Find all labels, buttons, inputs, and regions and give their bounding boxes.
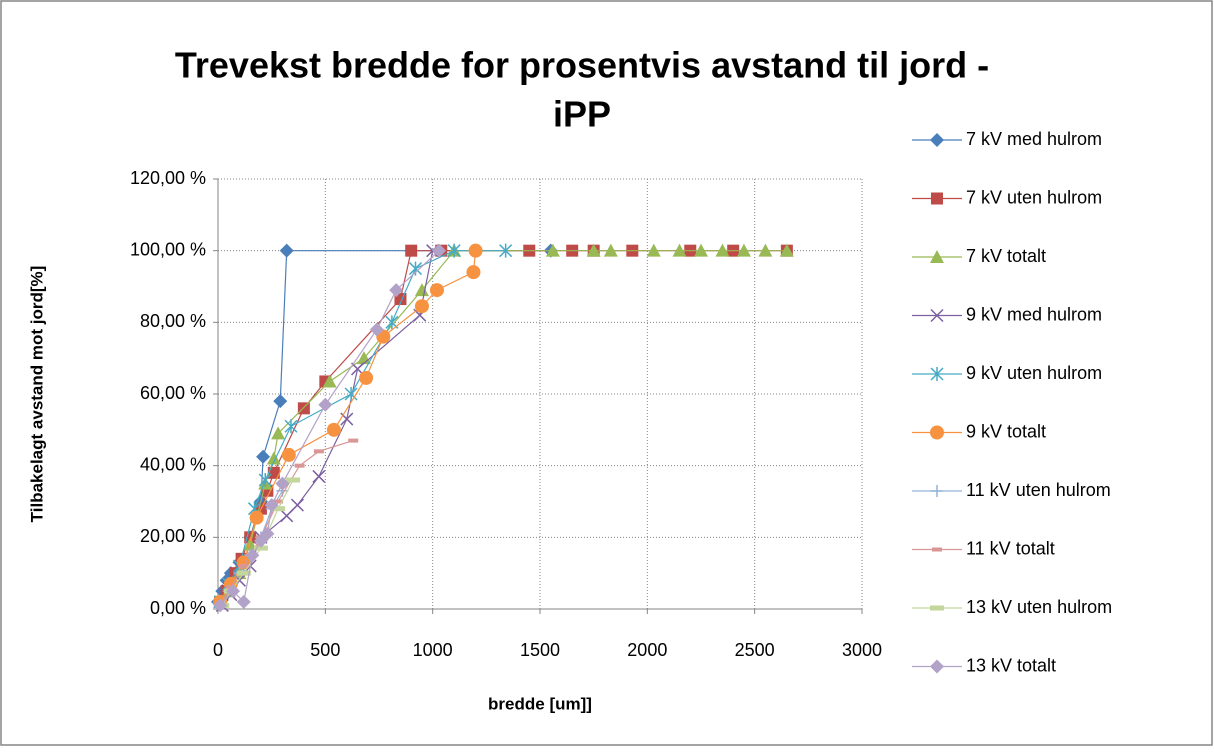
data-point xyxy=(694,243,708,257)
x-tick-label: 3000 xyxy=(842,640,882,660)
chart-title: Trevekst bredde for prosentvis avstand t… xyxy=(175,45,989,86)
data-point xyxy=(297,402,310,415)
legend-marker xyxy=(930,133,944,147)
y-axis-label: Tilbakelagt avstand mot jord[%] xyxy=(27,266,46,523)
data-point xyxy=(344,387,358,401)
data-point xyxy=(586,243,601,257)
data-point xyxy=(273,394,288,409)
data-point xyxy=(266,451,281,465)
data-point xyxy=(271,426,286,440)
data-point xyxy=(236,594,251,609)
legend-label: 11 kV totalt xyxy=(966,538,1055,558)
data-point xyxy=(322,374,337,388)
data-point xyxy=(603,243,618,257)
data-point xyxy=(271,506,286,512)
data-point xyxy=(429,283,444,298)
legend-marker xyxy=(931,485,943,497)
x-tick-label: 1000 xyxy=(413,640,453,660)
legend-marker xyxy=(932,547,942,552)
data-point xyxy=(414,283,429,297)
data-point xyxy=(348,438,359,443)
data-point xyxy=(779,243,794,257)
data-point xyxy=(273,499,284,504)
data-point xyxy=(253,545,268,551)
x-tick-label: 2500 xyxy=(735,640,775,660)
data-point xyxy=(275,476,290,491)
data-point xyxy=(326,422,341,437)
legend-label: 9 kV totalt xyxy=(966,421,1046,441)
legend-label: 9 kV med hulrom xyxy=(966,304,1102,324)
data-point xyxy=(249,510,264,525)
data-point xyxy=(389,283,404,298)
y-tick-label: 0,00 % xyxy=(150,598,206,618)
x-tick-label: 0 xyxy=(213,640,223,660)
legend-label: 7 kV med hulrom xyxy=(966,129,1102,149)
legend-marker xyxy=(930,605,944,611)
x-tick-label: 2000 xyxy=(627,640,667,660)
data-point xyxy=(258,473,272,487)
data-point xyxy=(447,243,461,258)
data-point xyxy=(432,243,447,258)
data-point xyxy=(226,584,241,599)
data-point xyxy=(468,243,483,258)
data-point xyxy=(318,397,333,412)
data-point xyxy=(313,449,324,454)
data-point xyxy=(260,526,275,541)
data-point xyxy=(499,243,513,258)
data-point xyxy=(290,498,304,512)
data-point xyxy=(312,469,326,483)
data-point xyxy=(281,447,296,462)
legend-label: 11 kV uten hulrom xyxy=(966,480,1111,500)
data-point xyxy=(256,449,271,464)
legend-label: 7 kV uten hulrom xyxy=(966,187,1102,207)
data-point xyxy=(243,537,258,551)
data-point xyxy=(545,243,560,257)
x-tick-label: 1500 xyxy=(520,640,560,660)
y-tick-label: 60,00 % xyxy=(140,383,206,403)
data-point xyxy=(466,265,481,280)
legend-marker xyxy=(930,308,944,323)
x-axis-label: bredde [um]] xyxy=(488,694,592,713)
data-point xyxy=(414,299,429,314)
data-point xyxy=(715,243,730,257)
data-point xyxy=(369,322,384,337)
legend-marker xyxy=(930,425,944,440)
data-point xyxy=(213,598,228,613)
legend-label: 13 kV totalt xyxy=(966,655,1056,675)
data-point xyxy=(238,564,249,568)
y-tick-label: 80,00 % xyxy=(140,311,206,331)
data-point xyxy=(359,370,374,385)
data-point xyxy=(408,261,423,276)
y-tick-label: 40,00 % xyxy=(140,454,206,474)
data-point xyxy=(294,463,305,468)
data-point xyxy=(646,243,661,257)
y-tick-label: 100,00 % xyxy=(130,239,206,259)
legend-marker xyxy=(931,192,943,205)
data-point xyxy=(264,498,279,513)
legend-label: 9 kV uten hulrom xyxy=(966,363,1102,383)
data-point xyxy=(279,243,294,258)
data-point xyxy=(284,419,298,434)
x-tick-label: 500 xyxy=(310,640,340,660)
data-point xyxy=(286,477,301,483)
y-tick-label: 120,00 % xyxy=(130,168,206,188)
data-point xyxy=(736,243,751,257)
chart-title: iPP xyxy=(553,94,611,135)
data-point xyxy=(758,243,773,257)
data-point xyxy=(280,509,294,523)
data-point xyxy=(672,243,687,257)
legend-label: 7 kV totalt xyxy=(966,246,1046,266)
data-point xyxy=(245,548,260,563)
legend-marker xyxy=(930,659,944,674)
legend-label: 13 kV uten hulrom xyxy=(966,597,1112,617)
y-tick-label: 20,00 % xyxy=(140,526,206,546)
data-point xyxy=(267,466,280,479)
legend-marker xyxy=(930,250,944,263)
data-point xyxy=(236,570,251,576)
legend-marker xyxy=(930,367,944,381)
data-point xyxy=(405,244,418,257)
